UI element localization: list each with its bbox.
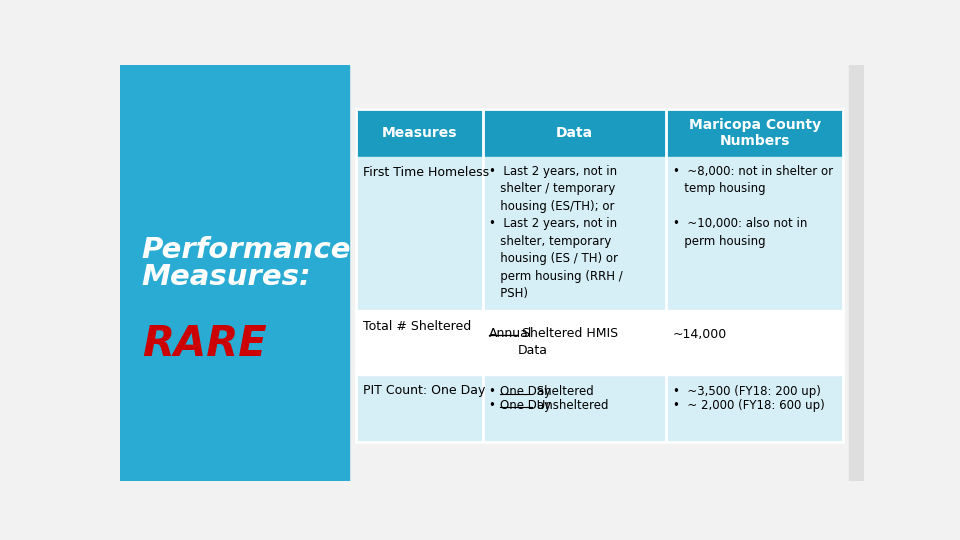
Bar	[356, 110, 843, 442]
Bar	[849, 65, 864, 481]
Bar	[356, 311, 843, 374]
Text: RARE: RARE	[142, 323, 266, 364]
Text: Measures: Measures	[382, 126, 457, 140]
Bar	[356, 110, 843, 157]
Text: First Time Homeless: First Time Homeless	[363, 166, 489, 179]
Text: Data: Data	[556, 126, 593, 140]
Text: Measures:: Measures:	[142, 262, 311, 291]
Text: •: •	[489, 399, 503, 412]
Text: One Day: One Day	[500, 399, 551, 412]
Bar	[356, 374, 843, 442]
Text: Total # Sheltered: Total # Sheltered	[363, 320, 470, 333]
Text: •  ~8,000: not in shelter or
   temp housing

•  ~10,000: also not in
   perm ho: • ~8,000: not in shelter or temp housing…	[673, 165, 832, 248]
Text: Unsheltered: Unsheltered	[533, 399, 609, 412]
Text: Sheltered HMIS
Data: Sheltered HMIS Data	[517, 327, 617, 356]
Text: Sheltered: Sheltered	[533, 385, 594, 398]
Text: One Day: One Day	[500, 385, 551, 398]
Text: •: •	[489, 385, 503, 398]
Text: PIT Count: One Day: PIT Count: One Day	[363, 383, 485, 396]
Text: ~14,000: ~14,000	[673, 328, 727, 341]
Bar	[120, 65, 348, 481]
Text: Performance: Performance	[142, 236, 351, 264]
Text: •  ~3,500 (FY18: 200 up): • ~3,500 (FY18: 200 up)	[673, 385, 821, 398]
Text: Annual: Annual	[489, 327, 532, 340]
Bar	[356, 157, 843, 311]
Text: Maricopa County
Numbers: Maricopa County Numbers	[688, 118, 821, 149]
Text: •  ~ 2,000 (FY18: 600 up): • ~ 2,000 (FY18: 600 up)	[673, 399, 825, 412]
Text: •  Last 2 years, not in
   shelter / temporary
   housing (ES/TH); or
•  Last 2 : • Last 2 years, not in shelter / tempora…	[489, 165, 623, 300]
